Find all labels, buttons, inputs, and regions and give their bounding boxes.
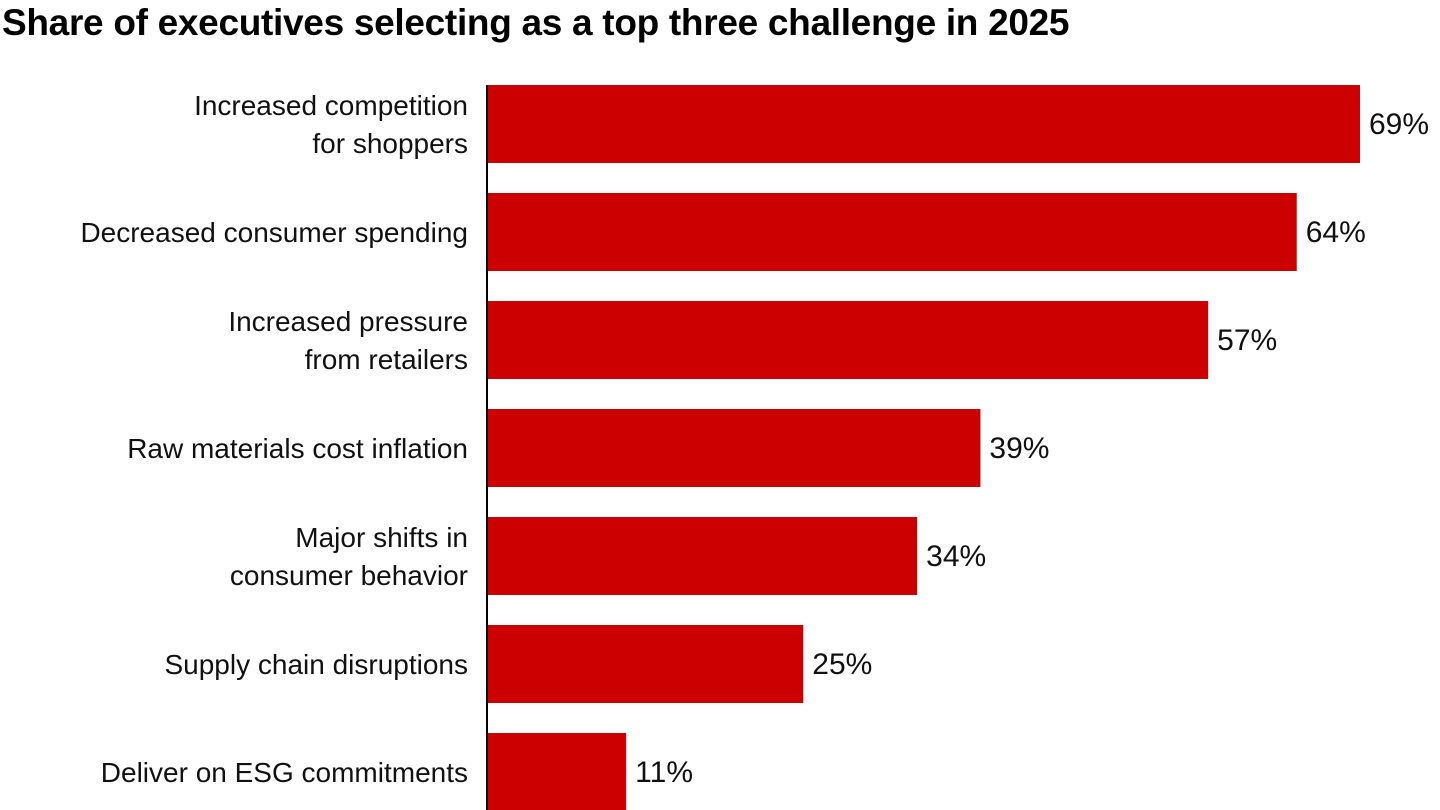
- value-label-7: 11%: [635, 756, 693, 789]
- category-label-1: Increased competition for shoppers: [194, 90, 468, 159]
- value-label-5: 34%: [926, 540, 987, 573]
- value-label-4: 39%: [989, 432, 1050, 465]
- category-label-7: Deliver on ESG commitments: [100, 757, 468, 788]
- category-label-5: Major shifts in consumer behavior: [229, 522, 468, 591]
- bar-4: [487, 409, 981, 487]
- value-label-1: 69%: [1369, 108, 1430, 141]
- bar-3: [487, 301, 1209, 379]
- category-label-3: Increased pressure from retailers: [228, 306, 468, 375]
- value-label-6: 25%: [812, 648, 873, 681]
- bar-7: [487, 733, 627, 810]
- value-label-3: 57%: [1217, 324, 1278, 357]
- bar-5: [487, 517, 918, 595]
- chart-title: Share of executives selecting as a top t…: [2, 2, 1070, 43]
- bar-1: [487, 85, 1360, 163]
- category-label-6: Supply chain disruptions: [164, 649, 468, 680]
- value-label-2: 64%: [1305, 216, 1366, 249]
- category-label-4: Raw materials cost inflation: [127, 433, 468, 464]
- category-label-2: Decreased consumer spending: [80, 217, 468, 248]
- bar-2: [487, 193, 1297, 271]
- bar-6: [487, 625, 804, 703]
